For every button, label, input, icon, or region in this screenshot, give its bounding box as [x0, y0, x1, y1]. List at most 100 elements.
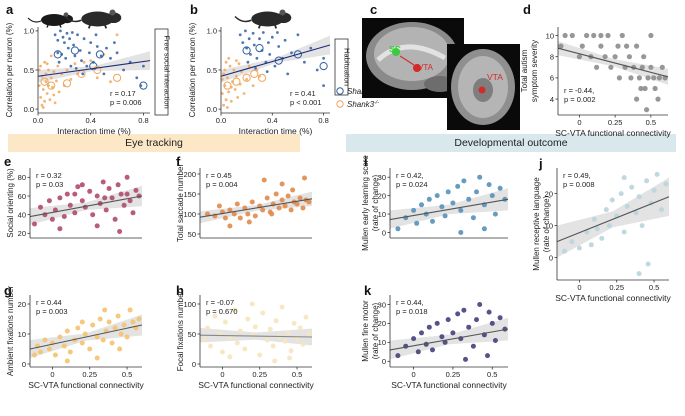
data-point-h: [291, 320, 297, 326]
data-point-a: [109, 56, 112, 60]
x-axis-label-a: Interaction time (%): [57, 126, 131, 136]
data-point-g: [79, 319, 85, 325]
mouse-ear: [109, 9, 116, 16]
data-point-b: [283, 38, 287, 42]
data-point-k: [489, 320, 495, 326]
data-point-a: [65, 31, 69, 35]
data-point-b: [220, 92, 224, 95]
data-point-h: [249, 332, 255, 338]
data-point-b: [309, 46, 313, 50]
data-point-b: [261, 31, 265, 34]
data-point-a: [122, 68, 125, 72]
data-point-g: [118, 331, 124, 337]
data-point-j: [636, 194, 642, 200]
x-tick-label-a: 0.4: [85, 116, 95, 125]
data-point-d: [642, 85, 648, 92]
fit-line-k: [389, 328, 509, 351]
stats-text-i: p = 0.024: [396, 180, 428, 189]
data-point-i: [489, 193, 495, 199]
data-point-a: [115, 33, 119, 37]
data-point-e: [112, 216, 118, 222]
data-point-j: [654, 171, 660, 177]
data-point-i: [466, 196, 472, 202]
data-point-i: [492, 211, 498, 217]
developmental-outcome-banner: Developmental outcome: [346, 134, 676, 152]
mouse-leg: [46, 24, 49, 28]
mean-marker-b: [293, 50, 302, 59]
data-point-g: [46, 346, 52, 352]
data-point-d: [579, 43, 585, 49]
data-point-a: [85, 64, 89, 68]
side-label-box-a: [154, 28, 169, 116]
data-point-e: [90, 212, 96, 218]
data-point-e: [102, 195, 108, 201]
data-point-i: [442, 213, 448, 219]
data-point-a: [39, 64, 42, 68]
y-tick-label-e: 20: [18, 229, 26, 238]
data-point-h: [249, 301, 255, 307]
y-axis-label-f: Total saccade number: [176, 164, 185, 243]
stats-text-f: p = 0.004: [206, 180, 238, 189]
mean-marker-b: [319, 62, 328, 71]
y-tick-label-f: 150: [183, 190, 196, 199]
data-point-b: [322, 84, 325, 87]
data-point-b: [242, 92, 246, 95]
data-point-j: [603, 207, 609, 213]
data-point-i: [439, 204, 445, 210]
data-point-h: [297, 325, 303, 331]
mean-marker-a: [93, 65, 102, 75]
mouse-head: [276, 12, 292, 23]
data-point-e: [109, 195, 115, 201]
data-point-g: [109, 340, 115, 346]
data-point-e: [127, 198, 133, 204]
data-point-a: [70, 31, 74, 34]
mouse-leg: [257, 24, 261, 29]
y-tick-label-i: 20: [378, 191, 386, 200]
mean-marker-b: [250, 69, 259, 79]
data-point-a: [94, 33, 98, 37]
x-axis-label-h: SC-VTA functional connectivity: [198, 380, 314, 390]
fit-line-g: [29, 324, 143, 350]
mouse-body: [81, 11, 114, 27]
data-point-e: [100, 179, 106, 185]
fit-line-j: [556, 196, 670, 243]
data-point-k: [466, 324, 472, 330]
stats-text-g: r = 0.44: [36, 298, 62, 307]
data-point-i: [414, 220, 420, 226]
y-axis-label-b: Correlation per neuron (%): [188, 22, 197, 117]
x-tick-label-j: 0.25: [609, 283, 624, 292]
data-point-b: [277, 45, 281, 48]
data-point-a: [57, 60, 61, 64]
fit-line-i: [389, 198, 509, 221]
data-point-b: [249, 53, 252, 56]
confidence-band-k: [390, 317, 508, 360]
stats-text-b: r = 0.41: [290, 89, 316, 98]
data-point-a: [99, 54, 103, 58]
data-point-b: [226, 76, 229, 80]
data-point-f: [260, 207, 266, 213]
y-tick-label-i: 10: [378, 210, 386, 219]
data-point-e: [46, 198, 52, 204]
data-point-f: [294, 201, 300, 207]
y-tick-label-i: 30: [378, 173, 386, 182]
stats-text-j: p = 0.008: [563, 180, 595, 189]
data-point-f: [269, 211, 275, 217]
confidence-band-i: [390, 188, 508, 229]
y-tick-label-d: 6: [550, 74, 554, 83]
x-tick-label-k: 0.5: [487, 370, 497, 379]
data-point-a: [82, 60, 86, 64]
y-axis-label-h: Focal fixations number: [176, 290, 185, 371]
data-point-d: [651, 75, 657, 81]
mean-marker-b: [232, 77, 241, 86]
data-point-g: [32, 352, 37, 358]
data-point-i: [450, 200, 456, 206]
data-point-f: [245, 211, 251, 217]
y-tick-label-b: 0.5: [207, 66, 217, 75]
data-point-f: [249, 199, 255, 205]
data-point-d: [639, 64, 645, 70]
data-point-h: [212, 313, 218, 319]
data-point-b: [226, 106, 229, 109]
mouse-tail: [234, 15, 252, 23]
data-point-j: [633, 210, 639, 216]
data-point-b: [236, 96, 240, 99]
